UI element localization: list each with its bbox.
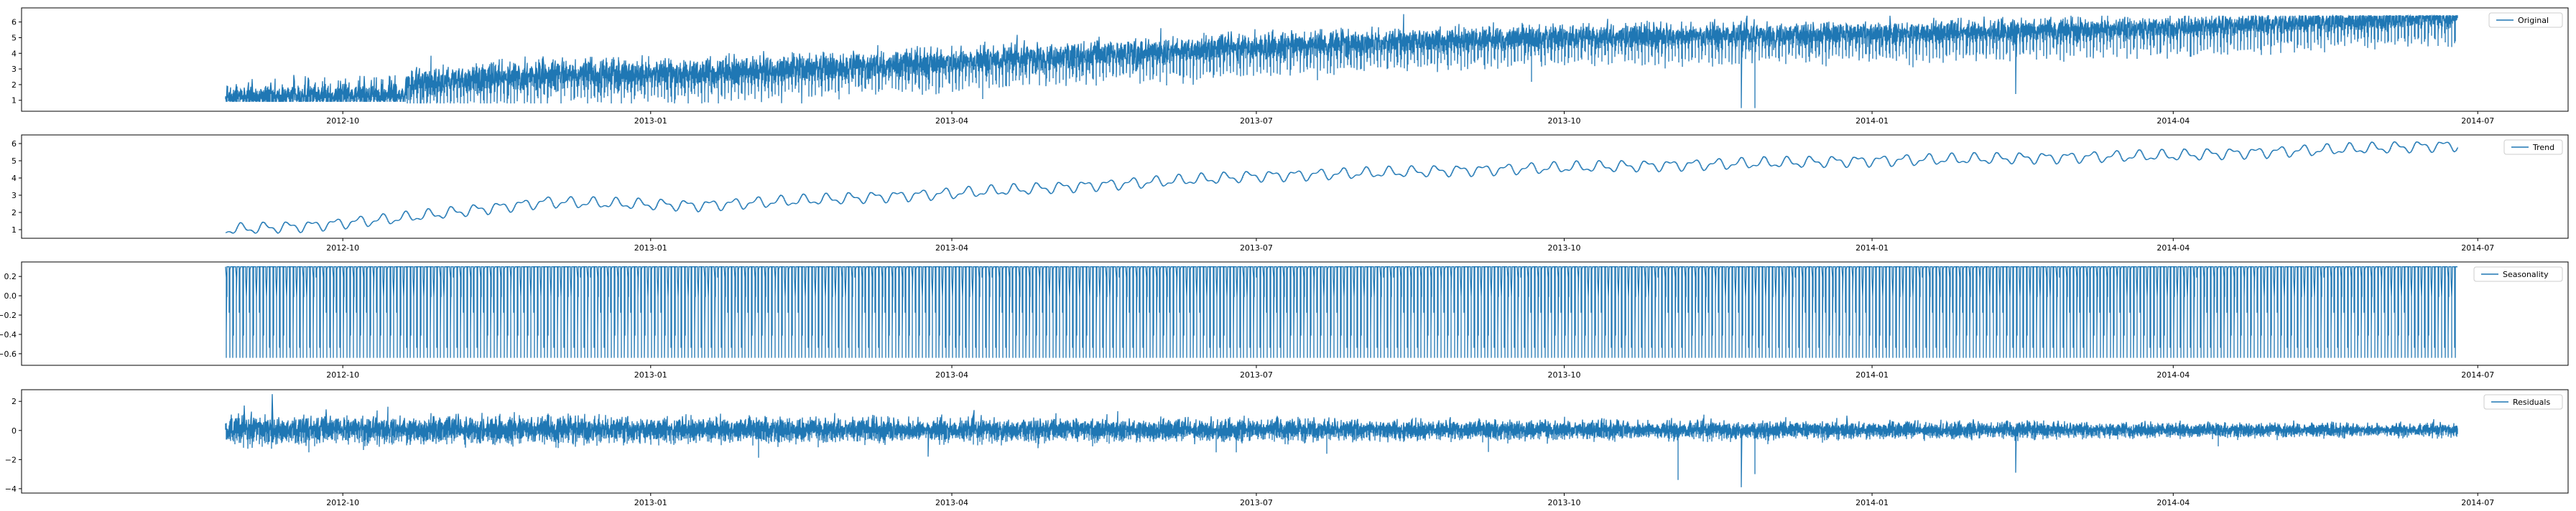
- x-tick-label: 2014-07: [2461, 498, 2494, 507]
- y-tick-label: 1: [11, 96, 17, 106]
- panel-seasonality: 0.2 0.0 −0.2 −0.4 −0.6 2012-10 2013-01 2013-04 2…: [0, 261, 2569, 380]
- legend-label: Trend: [2532, 143, 2554, 152]
- axes-frame: [21, 389, 2569, 494]
- series-line-residuals: [225, 394, 2458, 487]
- y-tick-label: 4: [11, 49, 17, 58]
- y-tick-label: 6: [11, 18, 17, 27]
- x-tick-label: 2014-04: [2156, 498, 2190, 507]
- y-tick-label: −0.6: [0, 350, 17, 359]
- x-tick-label: 2013-07: [1240, 116, 1273, 126]
- series-line-seasonality: [225, 266, 2457, 358]
- y-tick-label: 1: [11, 225, 17, 235]
- x-tick-label: 2013-07: [1240, 243, 1273, 253]
- x-tick-label: 2013-01: [634, 116, 667, 126]
- series-line-trend: [225, 141, 2458, 234]
- y-tick-label: −0.4: [0, 330, 17, 339]
- x-tick-label: 2013-04: [935, 243, 968, 253]
- y-tick-label: 5: [11, 33, 17, 42]
- y-tick-label: 4: [11, 174, 17, 183]
- legend-box: [2483, 394, 2563, 410]
- y-tick-label: 0.2: [4, 272, 17, 281]
- y-tick-label: 6: [11, 139, 17, 149]
- x-tick-label: 2013-10: [1548, 370, 1581, 380]
- series-line-original: [225, 14, 2458, 108]
- legend-box: [2488, 12, 2563, 28]
- y-tick-label: 0.0: [4, 291, 17, 301]
- x-tick-label: 2014-01: [1855, 243, 1889, 253]
- x-tick-label: 2012-10: [326, 243, 359, 253]
- x-tick-label: 2013-10: [1548, 243, 1581, 253]
- x-tick-label: 2013-07: [1240, 498, 1273, 507]
- axes-frame: [21, 7, 2569, 112]
- x-tick-label: 2012-10: [326, 498, 359, 507]
- y-tick-label: −0.2: [0, 311, 17, 320]
- panel-residuals: 2 0 −2 −4 2012-10 2013-01 2013-04 2013-07 2013-1…: [5, 389, 2569, 507]
- x-tick-label: 2013-01: [634, 243, 667, 253]
- legend-label: Seasonality: [2503, 270, 2549, 279]
- x-tick-label: 2013-04: [935, 370, 968, 380]
- y-tick-label: 5: [11, 156, 17, 166]
- x-tick-label: 2014-07: [2461, 116, 2494, 126]
- y-tick-label: −4: [5, 484, 17, 494]
- x-tick-label: 2013-01: [634, 370, 667, 380]
- x-tick-label: 2014-04: [2156, 370, 2190, 380]
- panel-original: 1 2 3 4 5 6 2012-10 2013-01 2013-04 2013-07 2013-1…: [11, 7, 2569, 126]
- x-tick-label: 2014-04: [2156, 116, 2190, 126]
- axes-frame: [21, 134, 2569, 239]
- y-tick-label: 0: [11, 426, 17, 436]
- x-tick-label: 2014-04: [2156, 243, 2190, 253]
- x-tick-label: 2012-10: [326, 116, 359, 126]
- y-tick-label: −2: [5, 455, 17, 464]
- legend: Residuals: [2483, 394, 2563, 410]
- legend-label: Original: [2518, 16, 2549, 25]
- x-tick-label: 2013-10: [1548, 116, 1581, 126]
- x-tick-label: 2013-04: [935, 116, 968, 126]
- y-tick-label: 2: [11, 80, 17, 90]
- x-tick-label: 2013-04: [935, 498, 968, 507]
- legend-box: [2503, 139, 2563, 155]
- x-tick-label: 2014-01: [1855, 116, 1889, 126]
- legend: Seasonality: [2473, 266, 2563, 282]
- x-tick-label: 2013-01: [634, 498, 667, 507]
- axes-frame: [21, 261, 2569, 366]
- x-tick-label: 2014-01: [1855, 370, 1889, 380]
- legend-box: [2473, 266, 2563, 282]
- y-tick-label: 3: [11, 65, 17, 74]
- panel-trend: 1 2 3 4 5 6 2012-10 2013-01 2013-04 2013-07 2013-1…: [11, 134, 2569, 253]
- legend: Trend: [2503, 139, 2563, 155]
- y-tick-label: 2: [11, 208, 17, 217]
- x-tick-label: 2013-10: [1548, 498, 1581, 507]
- x-tick-label: 2012-10: [326, 370, 359, 380]
- x-tick-label: 2013-07: [1240, 370, 1273, 380]
- x-tick-label: 2014-07: [2461, 370, 2494, 380]
- legend-label: Residuals: [2513, 398, 2550, 407]
- x-tick-label: 2014-01: [1855, 498, 1889, 507]
- x-tick-label: 2014-07: [2461, 243, 2494, 253]
- y-tick-label: 2: [11, 397, 17, 406]
- legend: Original: [2488, 12, 2563, 28]
- y-tick-label: 3: [11, 191, 17, 200]
